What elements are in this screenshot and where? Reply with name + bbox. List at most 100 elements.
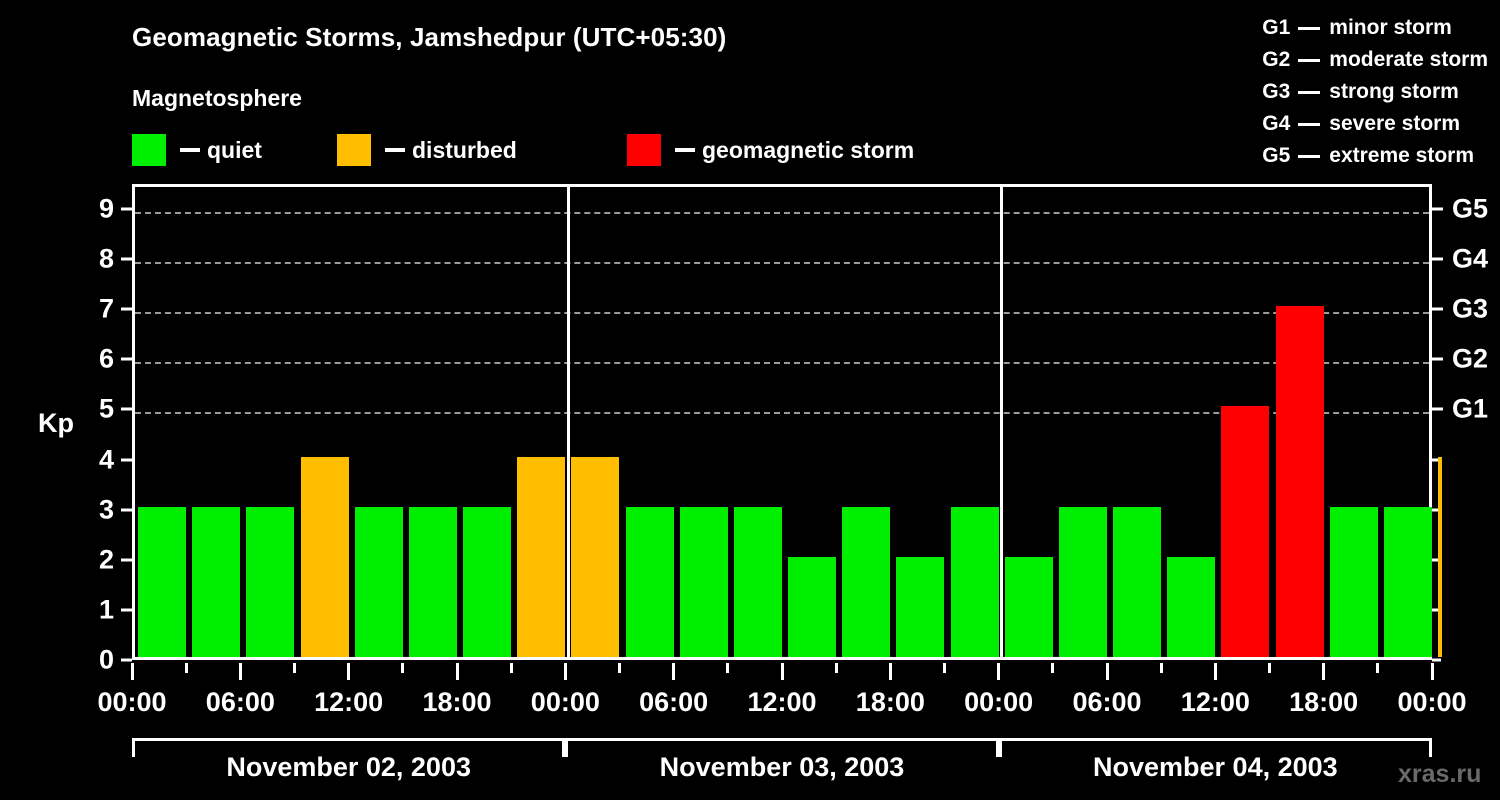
bar <box>788 556 837 657</box>
page-title: Geomagnetic Storms, Jamshedpur (UTC+05:3… <box>132 22 727 52</box>
g-tick-label-g4: G4 <box>1452 243 1489 274</box>
g-text: extreme storm <box>1329 144 1475 167</box>
bar <box>896 556 945 657</box>
g-tick-label-g3: G3 <box>1452 293 1489 324</box>
time-tick-minor <box>943 663 946 673</box>
g-tick-label-g2: G2 <box>1452 343 1489 374</box>
time-tick-major <box>888 663 892 680</box>
time-tick-minor <box>1376 663 1380 673</box>
g-scale-desc-g4: G4 severe storm <box>1262 108 1488 140</box>
time-tick-minor <box>618 663 621 673</box>
bar <box>1058 506 1107 657</box>
kp-tick-label-4: 4 <box>98 444 114 475</box>
bar <box>1113 506 1162 657</box>
g-dash-icon <box>1298 122 1321 126</box>
time-tick-major <box>238 663 242 680</box>
bar <box>138 506 187 657</box>
time-tick-label: 00:00 <box>964 687 1034 717</box>
y-axis-title: Kp <box>38 408 74 438</box>
bar <box>1329 506 1378 657</box>
g-tick-mark-g3 <box>1432 307 1443 311</box>
bar <box>408 506 457 657</box>
kp-tick-label-8: 8 <box>98 243 114 274</box>
time-tick-label: 18:00 <box>422 687 492 717</box>
kp-tick-mark-2 <box>121 558 132 562</box>
time-tick-minor <box>401 663 405 673</box>
bar <box>950 506 999 657</box>
kp-tick-label-7: 7 <box>98 293 114 324</box>
bar <box>733 506 782 657</box>
g-code: G4 <box>1262 112 1291 135</box>
g-scale-legend: G1 minor storm G2 moderate storm G3 strong st… <box>1262 12 1488 172</box>
g-dash-icon <box>1298 26 1321 30</box>
day-label: November 03, 2003 <box>659 752 905 782</box>
chart-subtitle: Magnetosphere <box>132 85 302 111</box>
g-tick-mark-g5 <box>1432 207 1443 211</box>
quiet-swatch <box>132 134 166 166</box>
time-tick-label: 06:00 <box>1072 687 1142 717</box>
legend-item-1: disturbed <box>337 133 517 167</box>
right-minor-tick-1 <box>1432 608 1441 612</box>
g-dash-icon <box>1298 90 1321 94</box>
day-bracket <box>565 738 999 757</box>
bar <box>517 456 566 657</box>
time-tick-minor <box>834 663 838 673</box>
legend-dash-icon <box>385 148 405 152</box>
kp-tick-mark-4 <box>121 458 132 462</box>
watermark: xras.ru <box>1398 760 1482 788</box>
g-tick-label-g1: G1 <box>1452 393 1489 424</box>
time-tick-major <box>997 663 1001 680</box>
g-tick-mark-g4 <box>1432 257 1443 261</box>
bar <box>300 456 349 657</box>
g-text: moderate storm <box>1329 48 1488 71</box>
bar <box>842 506 891 657</box>
time-tick-label: 06:00 <box>205 687 275 717</box>
bar-series <box>135 187 1442 657</box>
bar <box>463 506 512 657</box>
disturbed-swatch <box>337 134 371 166</box>
bar <box>1383 506 1432 657</box>
kp-tick-label-5: 5 <box>98 393 114 424</box>
time-tick-minor <box>184 663 188 673</box>
bar <box>1167 556 1216 657</box>
kp-tick-label-6: 6 <box>98 343 114 374</box>
time-tick-major <box>455 663 459 680</box>
bar <box>1004 556 1053 657</box>
time-tick-label: 00:00 <box>97 687 167 717</box>
kp-tick-mark-8 <box>121 257 132 261</box>
kp-tick-label-2: 2 <box>98 544 114 575</box>
time-tick-minor <box>509 663 513 673</box>
bar <box>192 506 241 657</box>
bar <box>625 506 674 657</box>
plot-area <box>132 184 1442 660</box>
bar <box>1221 406 1270 657</box>
bar <box>679 506 728 657</box>
bar <box>354 506 403 657</box>
g-tick-label-g5: G5 <box>1452 193 1489 224</box>
time-tick-minor <box>1051 663 1055 673</box>
g-tick-mark-g1 <box>1432 407 1443 411</box>
time-tick-major <box>347 663 351 680</box>
time-tick-major <box>1322 663 1326 680</box>
right-minor-tick-3 <box>1432 508 1441 512</box>
kp-tick-mark-6 <box>121 357 132 361</box>
g-scale-desc-g5: G5 extreme storm <box>1262 140 1488 172</box>
bar <box>1438 456 1442 657</box>
right-minor-tick-4 <box>1432 458 1441 462</box>
g-dash-icon <box>1298 58 1321 62</box>
kp-tick-label-3: 3 <box>98 494 114 525</box>
day-bracket <box>998 738 1433 757</box>
kp-tick-mark-9 <box>121 207 132 211</box>
kp-tick-label-0: 0 <box>98 644 114 675</box>
g-scale-desc-g1: G1 minor storm <box>1262 12 1488 44</box>
g-dash-icon <box>1298 154 1321 158</box>
g-code: G2 <box>1262 48 1291 71</box>
kp-tick-mark-1 <box>121 608 132 612</box>
legend-item-2: geomagnetic storm <box>627 133 914 167</box>
kp-tick-mark-3 <box>121 508 132 512</box>
bar <box>246 506 295 657</box>
time-tick-minor <box>1268 663 1271 673</box>
g-text: strong storm <box>1329 80 1459 103</box>
kp-tick-label-1: 1 <box>98 594 114 625</box>
